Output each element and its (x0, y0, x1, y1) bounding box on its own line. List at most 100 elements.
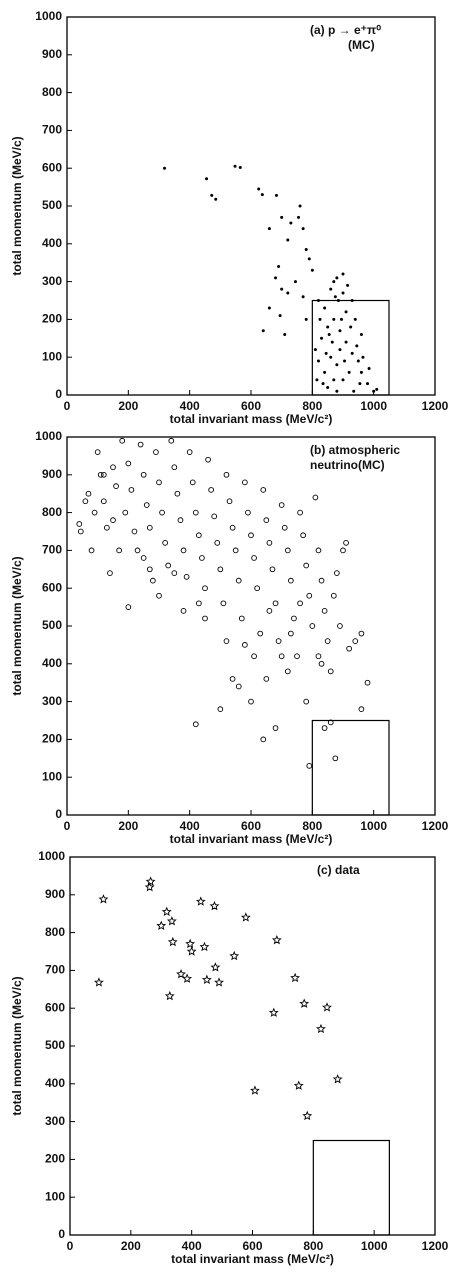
y-tick-label: 900 (45, 887, 65, 901)
point (304, 317, 308, 321)
x-tick-label: 800 (302, 819, 322, 833)
panel-title: (a) p → e⁺π⁰ (310, 23, 381, 37)
point (275, 638, 282, 644)
point (335, 276, 339, 280)
point (283, 333, 287, 337)
point (137, 441, 144, 448)
point (196, 532, 202, 539)
point (318, 317, 322, 321)
point (192, 721, 199, 728)
y-axis-label: total momentum (MeV/c) (10, 556, 24, 695)
y-tick-label: 300 (45, 1114, 65, 1128)
point (281, 524, 288, 531)
point (177, 517, 184, 524)
point (316, 1023, 326, 1034)
point (329, 355, 333, 359)
point (242, 642, 248, 648)
x-tick-label: 400 (180, 399, 200, 413)
point (277, 264, 281, 268)
point (284, 668, 291, 675)
point (171, 570, 178, 576)
point (232, 547, 239, 554)
point (143, 502, 150, 508)
x-tick-label: 200 (118, 399, 138, 413)
point (316, 359, 320, 363)
point (336, 299, 340, 302)
point (301, 295, 305, 299)
point (321, 725, 328, 731)
point (205, 177, 209, 181)
point (146, 524, 153, 531)
y-axis-label: total momentum (MeV/c) (10, 976, 24, 1115)
point (333, 295, 337, 299)
y-tick-label: 100 (45, 1189, 65, 1203)
point (97, 471, 104, 478)
point (327, 719, 334, 726)
point (307, 257, 311, 261)
panel-title: (MC) (348, 38, 375, 52)
point (251, 653, 257, 660)
point (332, 1074, 343, 1084)
point (303, 562, 310, 569)
point (214, 539, 221, 546)
point (217, 706, 224, 713)
point (119, 437, 126, 444)
point (335, 363, 339, 367)
point (303, 698, 310, 705)
y-tick-label: 300 (42, 694, 62, 708)
point (343, 359, 347, 363)
y-tick-label: 400 (45, 1076, 65, 1090)
point (209, 900, 220, 911)
y-tick-label: 1000 (35, 429, 62, 443)
y-tick-label: 0 (58, 1227, 65, 1241)
point (223, 471, 230, 478)
point (93, 977, 104, 987)
point (338, 329, 342, 333)
y-tick-label: 600 (45, 1000, 65, 1014)
point (318, 660, 325, 667)
point (233, 164, 237, 168)
x-axis-label: total invariant mass (MeV/c²) (170, 412, 333, 426)
point (316, 299, 320, 302)
point (334, 570, 340, 576)
point (297, 509, 303, 516)
point (202, 615, 208, 622)
point (299, 998, 310, 1008)
point (161, 906, 172, 917)
point (372, 389, 376, 393)
point (341, 272, 345, 276)
x-axis-label: total invariant mass (MeV/c²) (171, 1252, 334, 1266)
point (327, 333, 331, 337)
point (315, 378, 319, 382)
y-tick-label: 800 (42, 505, 62, 519)
point (248, 698, 254, 705)
plot-frame (66, 16, 436, 396)
point (344, 340, 348, 344)
point (274, 276, 278, 280)
point (176, 969, 186, 979)
point (301, 227, 305, 231)
x-tick-label: 400 (180, 819, 200, 833)
point (113, 483, 119, 489)
y-tick-label: 200 (45, 1152, 65, 1166)
point (110, 517, 116, 524)
signal-box (312, 1139, 390, 1236)
point (286, 291, 290, 295)
point (199, 941, 210, 952)
point (329, 287, 333, 291)
point (323, 370, 327, 374)
point (229, 524, 236, 531)
point (272, 600, 279, 607)
point (205, 456, 211, 463)
point (186, 449, 193, 455)
point (235, 683, 242, 690)
panel: 0 200 400 600 800 1000 1200 0 100 200 300 400 500 600… (10, 429, 448, 846)
point (214, 977, 224, 987)
point (320, 336, 324, 340)
point (214, 197, 218, 201)
point (327, 668, 334, 675)
y-tick-label: 900 (42, 47, 62, 61)
point (248, 532, 254, 539)
point (260, 193, 264, 197)
